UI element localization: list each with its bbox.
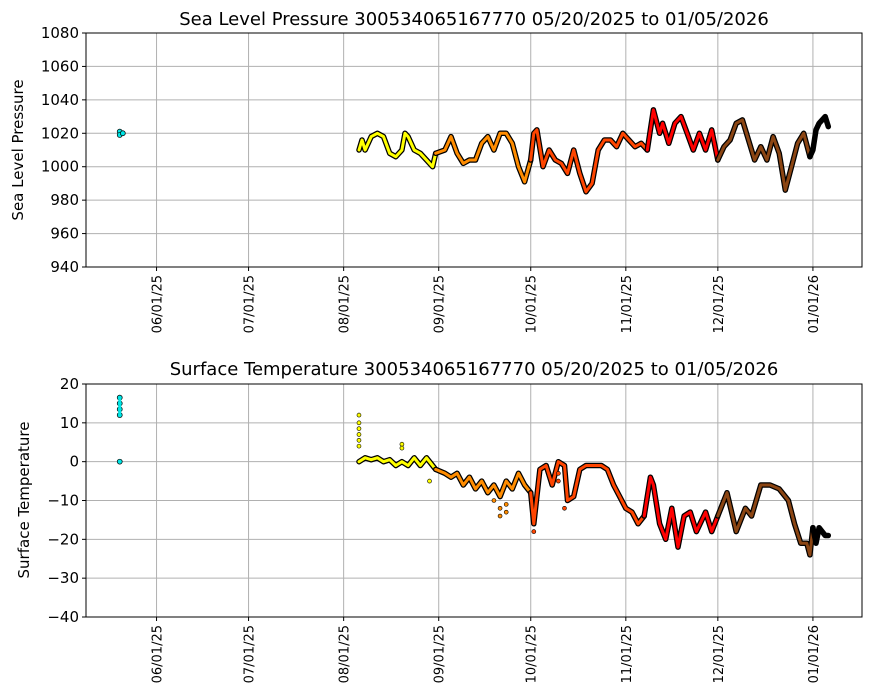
x-tick-label: 01/01/26 [807, 625, 822, 683]
x-tick-label: 07/01/25 [243, 275, 258, 333]
axes-frame [85, 383, 863, 618]
y-tick-label: −10 [47, 492, 79, 510]
outlier-point [427, 478, 432, 484]
y-tick-label: −40 [47, 608, 79, 626]
series-line [434, 467, 533, 499]
axes-frame [85, 32, 863, 268]
temperature-chart: Surface Temperature 300534065167770 05/2… [15, 359, 778, 578]
outlier-point [556, 478, 561, 484]
y-tick-label: 960 [50, 225, 79, 243]
y-tick-label: 1040 [41, 91, 79, 109]
y-tick-label: 1020 [41, 124, 79, 142]
series-line [716, 483, 815, 557]
series-sep [432, 130, 534, 185]
series-jan [810, 524, 832, 546]
y-tick-label: 980 [50, 191, 79, 209]
outlier-point [356, 438, 362, 443]
x-tick-label: 08/01/25 [338, 625, 353, 683]
outlier-point [356, 426, 362, 431]
y-tick-label: −30 [47, 569, 79, 587]
series-line [529, 128, 649, 194]
series-aug [356, 455, 439, 473]
series-line [357, 131, 438, 169]
x-tick-label: 11/01/25 [620, 275, 635, 333]
series-line [357, 456, 438, 471]
outlier-point [356, 420, 362, 426]
x-tick-label: 08/01/25 [338, 275, 353, 333]
x-tick-label: 06/01/25 [151, 625, 166, 683]
series-dec [715, 117, 813, 193]
outlier-point [497, 505, 503, 511]
series-line [645, 108, 720, 162]
outlier-point [356, 432, 362, 437]
y-tick-label: 940 [50, 258, 79, 276]
series-dec [715, 482, 816, 558]
y-tick-label: 10 [60, 414, 79, 432]
temperature-ylabel: Surface Temperature [15, 422, 33, 579]
x-tick-label: 12/01/25 [712, 625, 727, 683]
outlier-point [503, 509, 509, 515]
y-tick-label: 1060 [41, 57, 79, 75]
x-tick-label: 01/01/26 [807, 275, 822, 333]
outlier-point [356, 412, 362, 418]
series-may [116, 394, 123, 465]
data-point [116, 458, 123, 465]
outlier-point [562, 505, 567, 511]
y-tick-label: 20 [60, 375, 79, 393]
pressure-chart: Sea Level Pressure 300534065167770 05/20… [9, 9, 769, 221]
outlier-point [491, 498, 497, 503]
temperature-plot-area: −40 −30 −20 −10 0 10 20 06/01/25 07/01/25 08/01/2… [47, 375, 863, 683]
outlier-point [497, 513, 503, 519]
x-tick-label: 10/01/25 [525, 275, 540, 333]
series-oct [527, 458, 647, 527]
outlier-point [399, 445, 405, 451]
outlier-point [356, 443, 362, 449]
x-tick-label: 06/01/25 [151, 275, 166, 333]
series-jan [807, 113, 832, 160]
series-line [808, 115, 830, 159]
y-tick-label: 0 [69, 453, 79, 471]
series-line [811, 526, 830, 545]
pressure-plot-area: 940 960 980 1000 1020 1040 1060 1080 06/01/25 07/… [41, 24, 863, 333]
series-nov [641, 474, 721, 550]
x-tick-label: 09/01/25 [433, 625, 448, 683]
x-tick-label: 11/01/25 [620, 625, 635, 683]
series-may [116, 128, 126, 138]
y-tick-label: −20 [47, 530, 79, 548]
series-aug [356, 130, 439, 170]
outlier-point [531, 529, 537, 534]
pressure-title: Sea Level Pressure 300534065167770 05/20… [179, 9, 769, 30]
series-sep [432, 466, 534, 500]
series-line [529, 460, 646, 526]
outlier-point [399, 441, 405, 447]
x-tick-label: 10/01/25 [525, 625, 540, 683]
temperature-title: Surface Temperature 300534065167770 05/2… [170, 359, 779, 380]
series-oct [527, 127, 651, 195]
pressure-ylabel: Sea Level Pressure [9, 79, 27, 220]
y-tick-label: 1000 [41, 158, 79, 176]
series-line [434, 131, 533, 184]
series-nov [644, 107, 721, 163]
series-line [716, 118, 812, 192]
outlier-point [503, 502, 509, 507]
x-tick-label: 12/01/25 [712, 275, 727, 333]
x-tick-label: 07/01/25 [243, 625, 258, 683]
data-point [119, 130, 126, 137]
x-tick-label: 09/01/25 [433, 275, 448, 333]
series-line [642, 475, 720, 549]
outlier-point [556, 471, 561, 476]
y-tick-label: 1080 [41, 24, 79, 42]
